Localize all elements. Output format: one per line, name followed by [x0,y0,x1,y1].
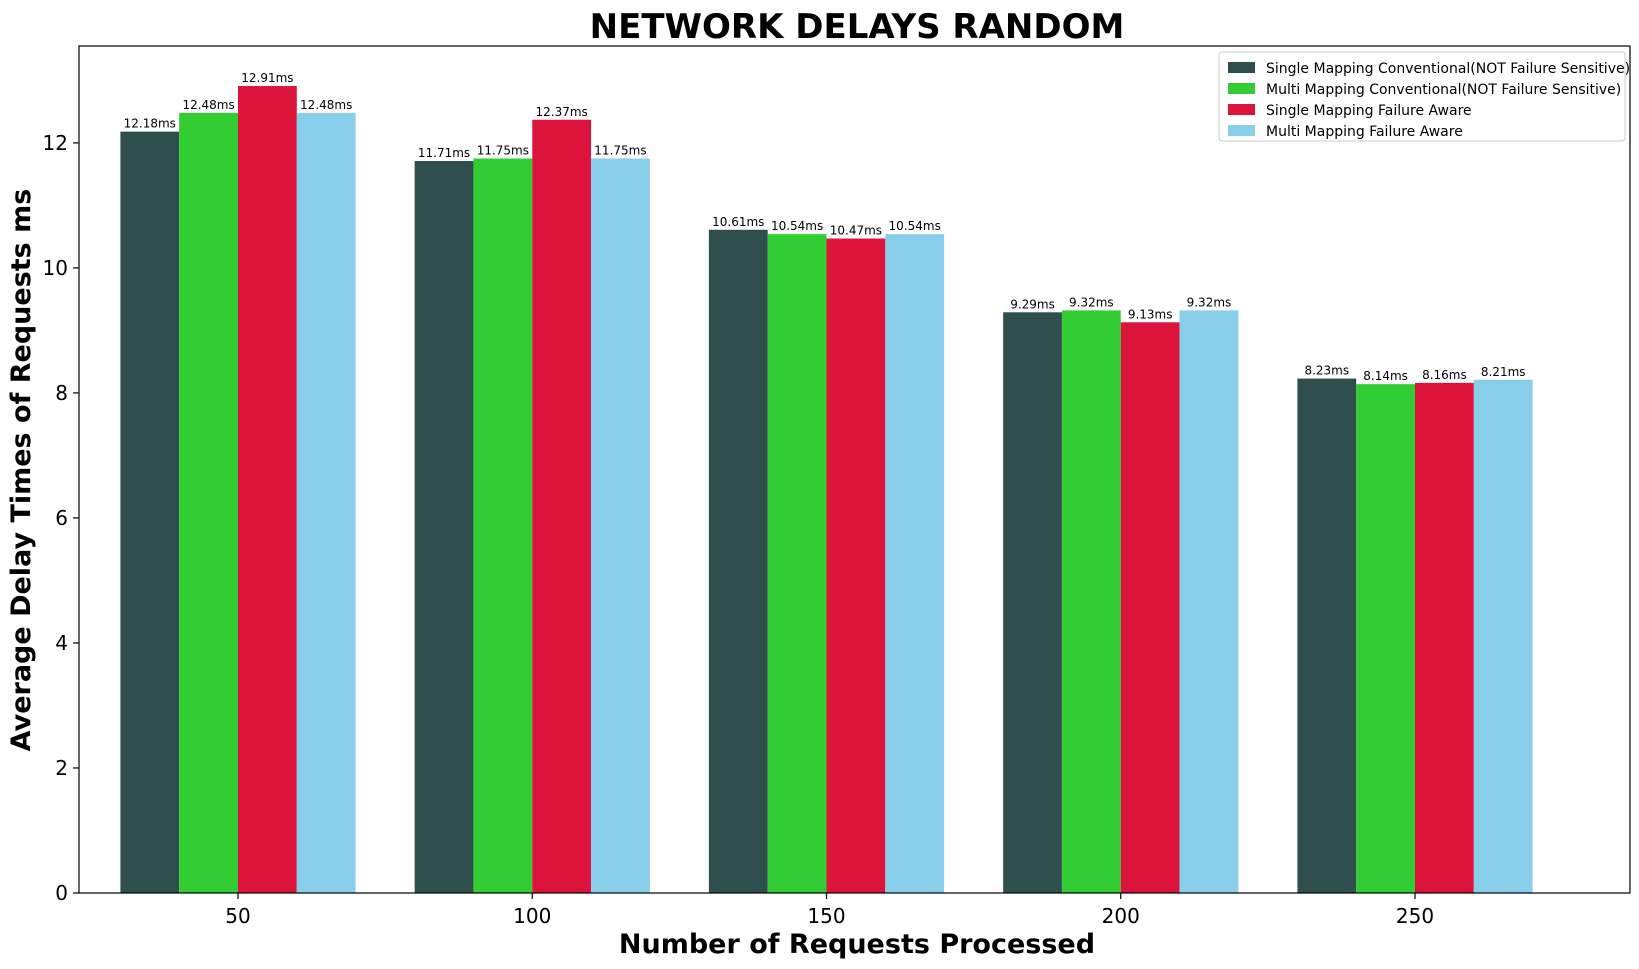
y-tick-label: 8 [55,381,68,405]
bar-value-label: 12.18ms [124,117,176,131]
bar-value-label: 10.61ms [712,215,764,229]
bar [1415,382,1474,893]
bar-value-label: 9.32ms [1069,295,1114,309]
bar [238,86,297,893]
plot-area: 12.18ms 11.71ms 10.61ms 9.29ms 8.23ms 12.48ms… [43,45,1631,928]
bar [767,234,827,893]
bar [591,158,650,893]
bar [708,229,768,893]
bar [1356,384,1415,893]
bar-value-label: 12.91ms [241,71,293,85]
y-tick-label: 6 [55,506,68,530]
x-axis-label: Number of Requests Processed [619,929,1095,960]
y-tick-label: 10 [43,256,68,280]
legend-box [1218,51,1626,142]
bar [1120,322,1180,893]
y-tick-label: 4 [55,631,68,655]
x-tick-label: 250 [1396,904,1434,928]
chart-title: NETWORK DELAYS RANDOM [590,7,1125,47]
bar [826,238,886,893]
bar-value-label: 11.75ms [594,144,646,158]
bar [473,158,533,893]
bar-value-label: 9.32ms [1187,295,1232,309]
bar-value-label: 8.14ms [1363,369,1408,383]
bar [1179,310,1239,893]
legend-swatch [1228,62,1255,73]
y-tick-label: 0 [55,881,68,905]
y-axis-label: Average Delay Times of Requests ms [6,189,37,752]
legend-label: Single Mapping Conventional(NOT Failure … [1266,61,1630,77]
bar-value-label: 8.16ms [1422,368,1467,382]
bar-value-label: 8.23ms [1304,364,1349,378]
bar-value-label: 11.71ms [418,146,470,160]
legend-swatch [1228,125,1255,136]
legend-label: Single Mapping Failure Aware [1266,103,1472,119]
legend-swatch [1228,83,1255,94]
x-tick-label: 100 [513,904,551,928]
bar-value-label: 12.37ms [536,105,588,119]
legend-label: Multi Mapping Failure Aware [1266,124,1463,140]
y-tick-label: 2 [55,756,68,780]
bar [120,131,180,893]
bar [296,112,356,893]
bar-value-label: 10.47ms [830,224,882,238]
bar [179,112,238,893]
legend: Single Mapping Conventional(NOT Failure … [1218,51,1630,142]
bar [885,234,945,893]
bar [1473,379,1533,893]
bar-value-label: 9.13ms [1128,307,1173,321]
bar-value-label: 9.29ms [1010,297,1055,311]
bar [532,119,592,893]
y-tick-label: 12 [43,131,68,155]
x-tick-label: 200 [1102,904,1140,928]
bar-value-label: 8.21ms [1481,365,1526,379]
bar-value-label: 10.54ms [771,219,823,233]
bar-value-label: 12.48ms [300,98,352,112]
legend-swatch [1228,104,1255,115]
legend-label: Multi Mapping Conventional(NOT Failure S… [1266,82,1621,98]
x-tick-label: 50 [225,904,250,928]
bar-value-label: 10.54ms [889,219,941,233]
plot-frame [78,45,1631,894]
bar [1061,310,1121,893]
bar [1297,378,1357,893]
x-tick-label: 150 [807,904,845,928]
bar-value-label: 11.75ms [477,144,529,158]
bar [414,161,474,893]
bar [1003,312,1062,893]
bar-value-label: 12.48ms [182,98,234,112]
